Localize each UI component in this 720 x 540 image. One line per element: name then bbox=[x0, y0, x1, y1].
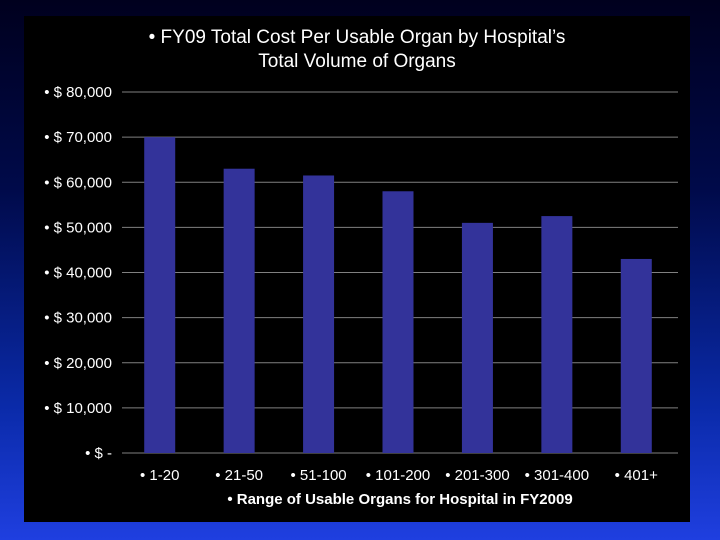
x-tick-label: • 101-200 bbox=[366, 467, 430, 484]
bar bbox=[303, 175, 335, 453]
y-tick-label: • $ 20,000 bbox=[44, 355, 112, 372]
x-tick-label: • 21-50 bbox=[215, 467, 263, 484]
y-axis-ticks: • $ - • $ 10,000 • $ 20,000 • $ 30,000 • $ 4… bbox=[44, 84, 112, 462]
bar bbox=[541, 216, 573, 453]
x-axis-label: • Range of Usable Organs for Hospital in… bbox=[227, 491, 572, 508]
x-axis-ticks: • 1-20 • 21-50 • 51-100 • 101-200 • 201-300 •… bbox=[140, 467, 658, 484]
x-tick-label: • 201-300 bbox=[445, 467, 509, 484]
slide-panel: • FY09 Total Cost Per Usable Organ by Ho… bbox=[24, 16, 690, 522]
bar bbox=[620, 258, 652, 453]
bar bbox=[144, 137, 176, 453]
bar bbox=[223, 168, 255, 453]
chart-title-line-1: • FY09 Total Cost Per Usable Organ by Ho… bbox=[149, 27, 566, 48]
y-tick-label: • $ 60,000 bbox=[44, 174, 112, 191]
x-tick-label: • 401+ bbox=[615, 467, 658, 484]
chart-title-line-2: Total Volume of Organs bbox=[258, 51, 456, 72]
bar-chart: • FY09 Total Cost Per Usable Organ by Ho… bbox=[44, 27, 678, 508]
y-tick-label: • $ 70,000 bbox=[44, 129, 112, 146]
y-tick-label: • $ 80,000 bbox=[44, 84, 112, 101]
bar bbox=[382, 191, 414, 453]
x-tick-label: • 1-20 bbox=[140, 467, 179, 484]
bars bbox=[144, 137, 652, 453]
y-tick-label: • $ 10,000 bbox=[44, 400, 112, 417]
y-tick-label: • $ 30,000 bbox=[44, 310, 112, 327]
bar bbox=[461, 222, 493, 453]
x-tick-label: • 51-100 bbox=[291, 467, 347, 484]
x-tick-label: • 301-400 bbox=[525, 467, 589, 484]
y-tick-label: • $ - bbox=[85, 445, 112, 462]
y-tick-label: • $ 40,000 bbox=[44, 265, 112, 282]
y-tick-label: • $ 50,000 bbox=[44, 219, 112, 236]
